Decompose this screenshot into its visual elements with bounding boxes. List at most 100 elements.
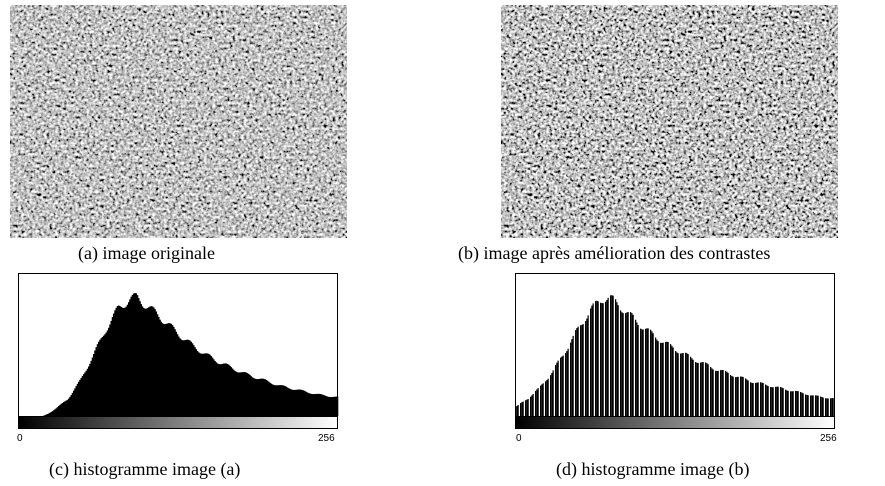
histogram-bin (712, 369, 714, 416)
histogram-bin (120, 306, 123, 416)
histogram-d-tick-max: 256 (820, 433, 837, 444)
histogram-bin (736, 377, 738, 416)
histogram-bin (164, 324, 166, 416)
histogram-bin (825, 398, 827, 416)
enhanced-image (501, 5, 838, 238)
histogram-bin (641, 329, 643, 416)
histogram-bin (607, 297, 609, 416)
histogram-bin (826, 398, 828, 416)
histogram-bin (93, 353, 95, 416)
histogram-bin (635, 319, 637, 416)
histogram-bin (94, 350, 96, 416)
histogram-bin (296, 389, 299, 416)
histogram-bin (790, 391, 792, 416)
histogram-bin (755, 382, 757, 416)
histogram-bin (44, 415, 46, 416)
histogram-bin (800, 391, 802, 416)
histogram-bin (113, 313, 115, 416)
histogram-bin (101, 336, 104, 416)
histogram-bin (115, 307, 118, 416)
histogram-bin (746, 379, 748, 416)
histogram-bin (696, 362, 698, 416)
histogram-bin (675, 351, 677, 416)
histogram-bin (301, 390, 304, 416)
histogram-bin (632, 314, 634, 416)
histogram-bin (180, 339, 183, 416)
histogram-bin (645, 328, 647, 416)
histogram-bin (562, 355, 564, 416)
histogram-bin (249, 375, 251, 416)
histogram-bin (214, 360, 216, 416)
histogram-bin (617, 305, 619, 416)
caption-image-b: (b) image après amélioration des contras… (458, 243, 771, 263)
histogram-bin (667, 342, 669, 416)
histogram-bin (546, 380, 548, 416)
histogram-bin (276, 385, 279, 416)
histogram-bin (821, 397, 823, 416)
histogram-bin (243, 372, 245, 416)
histogram-bin (680, 353, 682, 416)
histogram-bin (827, 398, 829, 416)
histogram-bin (545, 381, 547, 416)
histogram-bin (701, 362, 703, 416)
histogram-bin (765, 384, 767, 416)
histogram-bin (815, 395, 817, 416)
histogram-bin (185, 339, 188, 416)
histogram-bin (560, 357, 562, 416)
histogram-bin (178, 336, 180, 416)
histogram-bin (96, 344, 99, 416)
histogram-bin (163, 323, 165, 416)
histogram-bin (303, 390, 305, 416)
histogram-bin (175, 331, 178, 416)
histogram-bin (726, 371, 728, 416)
histogram-bin (145, 308, 148, 416)
histogram-bin (160, 321, 163, 416)
histogram-bin (209, 354, 211, 416)
histogram-bin (314, 393, 316, 416)
histogram-bin (542, 383, 544, 416)
histogram-bin (124, 307, 126, 416)
histogram-bin (662, 342, 664, 416)
histogram-bin (621, 312, 623, 416)
histogram-bin (223, 363, 225, 416)
histogram-bin (656, 339, 658, 416)
histogram-bin (116, 306, 119, 416)
histogram-bin (642, 329, 644, 416)
histogram-bin (54, 409, 56, 416)
histogram-bin (651, 331, 653, 416)
histogram-bin (240, 372, 243, 416)
histogram-bin (159, 319, 161, 416)
histogram-bin (777, 386, 779, 416)
histogram-bin (103, 335, 105, 416)
histogram-bin (646, 328, 648, 416)
histogram-bin (63, 402, 65, 416)
histogram-bin (255, 379, 258, 416)
histogram-bin (46, 414, 49, 416)
histogram-bin (203, 353, 205, 416)
histogram-bin (155, 311, 158, 416)
histogram-bin (151, 306, 154, 416)
histogram-c-tick-min: 0 (17, 433, 23, 444)
histogram-bin (575, 330, 577, 416)
histogram-bin (316, 393, 319, 416)
histogram-bin (119, 306, 121, 416)
histogram-bin (70, 394, 73, 416)
histogram-bin (661, 342, 663, 416)
original-image (10, 5, 347, 238)
histogram-bin (757, 382, 759, 416)
histogram-bin (319, 393, 321, 416)
histogram-bin (650, 329, 652, 416)
histogram-bin (585, 321, 587, 416)
histogram-bin (60, 403, 63, 416)
histogram-bin (206, 353, 209, 416)
histogram-bin (812, 395, 814, 416)
histogram-bin (625, 313, 627, 416)
histogram-bin (761, 382, 763, 416)
histogram-bin (289, 388, 291, 416)
histogram-bin (149, 306, 151, 416)
histogram-bin (91, 357, 94, 416)
histogram-bin (64, 401, 66, 416)
histogram-bin (590, 308, 592, 416)
histogram-bin (752, 383, 754, 416)
histogram-bin (144, 308, 146, 416)
